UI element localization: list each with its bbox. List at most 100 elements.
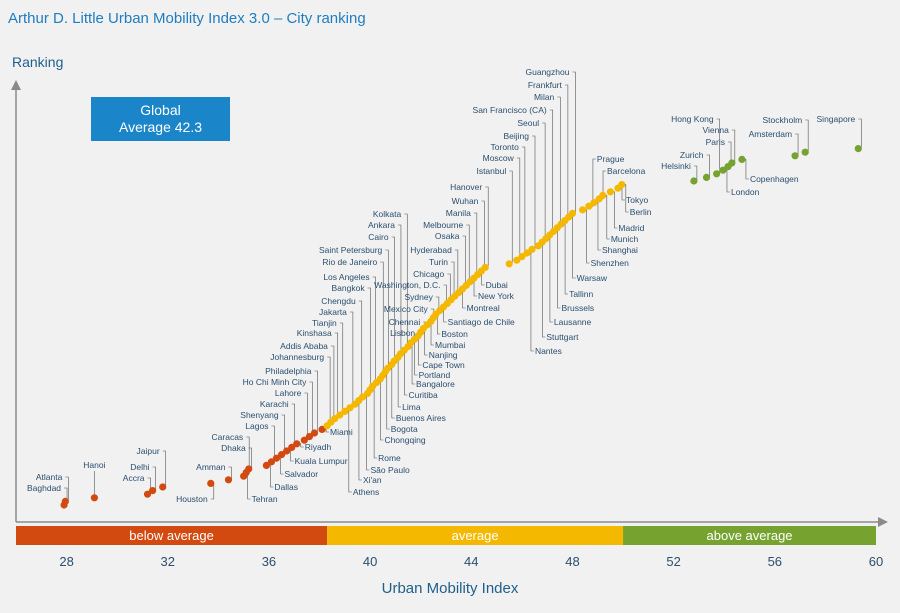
city-label: Accra (123, 473, 145, 483)
city-label: Munich (611, 234, 639, 244)
leader-line (561, 223, 569, 295)
leader-line (564, 84, 569, 221)
city-label: Jaipur (137, 446, 160, 456)
x-tick-60: 60 (869, 554, 883, 569)
city-label: Addis Ababa (280, 341, 328, 351)
city-point (300, 436, 308, 444)
leader-line (481, 200, 485, 272)
city-label: San Francisco (CA) (473, 105, 547, 115)
city-point (143, 490, 152, 498)
city-label: Bangkok (331, 283, 365, 293)
city-label: Chicago (413, 269, 444, 279)
leader-line (400, 353, 408, 396)
city-label: Miami (330, 427, 353, 437)
leader-line (370, 389, 378, 459)
city-label: Toronto (491, 142, 520, 152)
leader-line (394, 360, 402, 408)
leader-line (572, 71, 576, 214)
city-point (702, 173, 711, 181)
city-label: Washington, D.C. (374, 280, 440, 290)
city-label: Kinshasa (297, 328, 332, 338)
city-label: Chongqing (384, 435, 425, 445)
city-label: Melbourne (423, 220, 463, 230)
city-label: Tehran (252, 494, 278, 504)
city-point (224, 476, 233, 484)
city-point (606, 188, 615, 196)
band-label-1: average (452, 528, 499, 543)
city-point (801, 148, 809, 156)
x-ticks: 28 32 36 40 44 48 52 56 60 (59, 554, 883, 569)
city-label: Dhaka (221, 443, 246, 453)
leader-line (339, 322, 344, 416)
city-point (272, 454, 281, 462)
city-label: Kuala Lumpur (295, 456, 348, 466)
leader-line (553, 231, 561, 309)
city-label: Prague (597, 154, 625, 164)
city-label: Bogota (391, 424, 418, 434)
city-label: Chennai (389, 317, 421, 327)
city-label: Copenhagen (750, 174, 799, 184)
city-label: Dubai (486, 280, 508, 290)
leader-line (372, 276, 376, 387)
leader-line (410, 342, 418, 376)
city-label: Dallas (274, 482, 298, 492)
chart-title: Arthur D. Little Urban Mobility Index 3.… (8, 10, 366, 27)
leader-line (805, 119, 809, 153)
city-label: Stuttgart (546, 332, 579, 342)
city-point (61, 497, 69, 505)
city-point (318, 425, 326, 433)
city-label: Beijing (503, 131, 529, 141)
city-point (288, 443, 296, 451)
city-point (513, 256, 521, 264)
leader-line (382, 375, 390, 430)
leader-line (387, 367, 395, 419)
y-axis-label: Ranking (12, 54, 64, 70)
band-2 (623, 526, 876, 545)
city-point (159, 483, 167, 491)
city-label: Buenos Aires (396, 413, 446, 423)
leader-line (358, 300, 363, 401)
y-axis-arrow (11, 80, 21, 90)
city-label: Hyderabad (410, 245, 452, 255)
city-label: Hanoi (83, 460, 105, 470)
leader-line (521, 146, 526, 257)
city-label: Osaka (435, 231, 460, 241)
axes (11, 80, 888, 527)
city-point (578, 206, 587, 214)
x-tick-40: 40 (363, 554, 377, 569)
x-axis-arrow (878, 517, 888, 527)
leader-line (542, 122, 546, 243)
city-label: Hong Kong (671, 114, 714, 124)
city-point (690, 177, 698, 185)
city-point (728, 159, 736, 167)
x-tick-52: 52 (666, 554, 680, 569)
city-label: Jakarta (319, 307, 347, 317)
leader-line (610, 191, 618, 229)
city-point (854, 145, 862, 153)
leader-line (367, 287, 371, 394)
city-label: Lahore (275, 388, 302, 398)
city-label: Tokyo (626, 195, 648, 205)
city-point (331, 415, 339, 423)
city-point (481, 263, 489, 271)
city-label: Rio de Janeiro (322, 257, 377, 267)
city-label: Los Angeles (323, 272, 369, 282)
leader-line (414, 339, 422, 366)
leader-line (538, 245, 546, 338)
badge-line-1: Global (140, 102, 181, 118)
city-point (358, 393, 367, 401)
city-point (599, 191, 607, 199)
city-label: Shenyang (240, 410, 279, 420)
city-label: Cairo (368, 232, 389, 242)
city-label: Riyadh (305, 442, 332, 452)
city-label: Madrid (618, 223, 644, 233)
city-label: Bangalore (416, 379, 455, 389)
leader-line (858, 118, 862, 149)
leader-line (557, 96, 561, 229)
city-label: Philadelphia (265, 366, 312, 376)
band-label-2: above average (707, 528, 793, 543)
city-point (277, 451, 286, 459)
leader-line (162, 450, 167, 488)
leader-line (602, 195, 610, 240)
